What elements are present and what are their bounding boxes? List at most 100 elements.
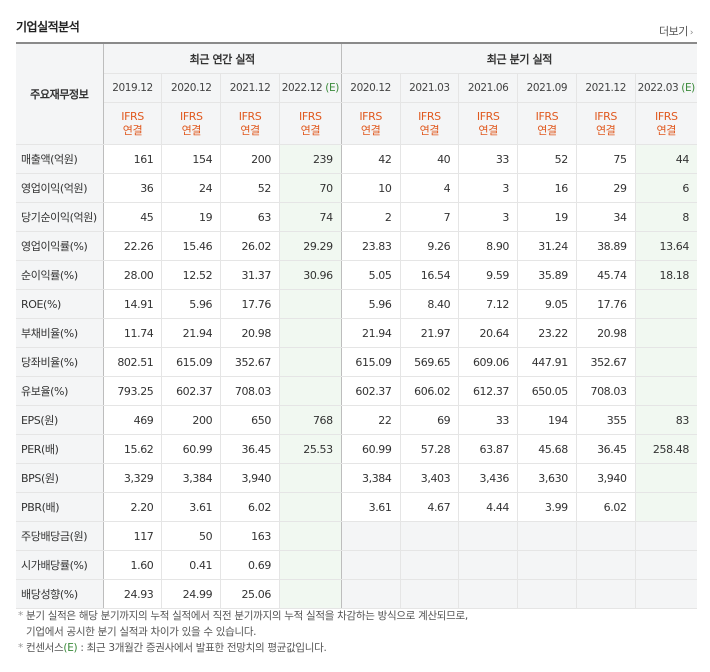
standard-ifrs: IFRS bbox=[299, 109, 322, 123]
table-row: PBR(배) 2.20 3.61 6.02 3.61 4.67 4.44 3.99 6.02 bbox=[16, 492, 697, 522]
quarter-value bbox=[635, 318, 697, 348]
financial-table: 주요재무정보 최근 연간 실적 최근 분기 실적 2019.12 2020.12 2… bbox=[16, 42, 697, 609]
annual-value: 19 bbox=[161, 202, 222, 232]
quarter-value: 6 bbox=[635, 173, 697, 203]
quarter-value bbox=[635, 550, 697, 580]
quarter-value: 21.97 bbox=[400, 318, 460, 348]
period-header: 2020.12 bbox=[341, 73, 401, 103]
annual-value: 12.52 bbox=[161, 260, 222, 290]
period-header: 2021.03 bbox=[400, 73, 460, 103]
accounting-standard: IFRS 연결 bbox=[279, 102, 342, 145]
quarter-value: 3 bbox=[458, 202, 519, 232]
quarter-value: 69 bbox=[400, 405, 460, 435]
annual-value: 52 bbox=[220, 173, 280, 203]
quarter-value: 31.24 bbox=[517, 231, 577, 261]
quarter-value: 20.64 bbox=[458, 318, 519, 348]
accounting-standard: IFRS 연결 bbox=[161, 102, 222, 145]
annual-value bbox=[279, 579, 342, 609]
row-label: 영업이익률(%) bbox=[16, 231, 104, 261]
annual-value: 602.37 bbox=[161, 376, 222, 406]
chevron-right-icon: › bbox=[689, 28, 694, 38]
table-row: 순이익률(%) 28.00 12.52 31.37 30.96 5.05 16.54 9.59… bbox=[16, 260, 697, 290]
standard-consolidated: 연결 bbox=[360, 123, 381, 137]
annual-value bbox=[279, 492, 342, 522]
group-annual-header: 최근 연간 실적 bbox=[103, 42, 342, 74]
annual-value: 24 bbox=[161, 173, 222, 203]
accounting-standard: IFRS 연결 bbox=[220, 102, 280, 145]
table-row: 배당성향(%) 24.93 24.99 25.06 bbox=[16, 579, 697, 609]
quarter-value: 5.05 bbox=[341, 260, 401, 290]
period-header: 2021.06 bbox=[458, 73, 519, 103]
annual-value bbox=[279, 376, 342, 406]
table-row: 매출액(억원) 161 154 200 239 42 40 33 52 75 44 bbox=[16, 144, 697, 174]
accounting-standard: IFRS 연결 bbox=[576, 102, 636, 145]
footnote: * 분기 실적은 해당 분기까지의 누적 실적에서 직전 분기까지의 누적 실적을… bbox=[18, 608, 468, 656]
annual-value: 708.03 bbox=[220, 376, 280, 406]
annual-value bbox=[279, 463, 342, 493]
section-title: 기업실적분석 bbox=[16, 20, 80, 34]
quarter-value: 8.40 bbox=[400, 289, 460, 319]
row-label: 부채비율(%) bbox=[16, 318, 104, 348]
annual-value: 70 bbox=[279, 173, 342, 203]
row-label: 당기순이익(억원) bbox=[16, 202, 104, 232]
standard-ifrs: IFRS bbox=[535, 109, 559, 123]
quarter-value: 16 bbox=[517, 173, 577, 203]
annual-value: 615.09 bbox=[161, 347, 222, 377]
more-link[interactable]: 더보기 › bbox=[659, 23, 694, 39]
period-header: 2019.12 bbox=[103, 73, 163, 103]
quarter-value: 44 bbox=[635, 144, 697, 174]
quarter-value: 258.48 bbox=[635, 434, 697, 464]
quarter-value bbox=[400, 579, 460, 609]
quarter-value: 45.74 bbox=[576, 260, 636, 290]
footnote-consensus: 컨센서스 bbox=[25, 642, 64, 654]
annual-value: 50 bbox=[161, 521, 222, 551]
quarter-value bbox=[517, 550, 577, 580]
footnote-line1: 분기 실적은 해당 분기까지의 누적 실적에서 직전 분기까지의 누적 실적을 … bbox=[25, 610, 468, 622]
standard-consolidated: 연결 bbox=[537, 123, 557, 137]
quarter-value: 606.02 bbox=[400, 376, 460, 406]
quarter-value: 18.18 bbox=[635, 260, 697, 290]
annual-value: 1.60 bbox=[103, 550, 163, 580]
quarter-value bbox=[341, 550, 401, 580]
quarter-value: 602.37 bbox=[341, 376, 401, 406]
annual-value: 768 bbox=[279, 405, 342, 435]
quarter-value: 20.98 bbox=[576, 318, 636, 348]
standard-consolidated: 연결 bbox=[181, 123, 202, 137]
annual-value: 20.98 bbox=[220, 318, 280, 348]
row-label: PER(배) bbox=[16, 434, 104, 464]
quarter-value bbox=[400, 550, 460, 580]
row-label: PBR(배) bbox=[16, 492, 104, 522]
annual-value: 3,329 bbox=[103, 463, 163, 493]
quarter-value: 9.05 bbox=[517, 289, 577, 319]
quarter-value bbox=[635, 521, 697, 551]
annual-value bbox=[279, 347, 342, 377]
standard-ifrs: IFRS bbox=[476, 109, 500, 123]
row-label: 매출액(억원) bbox=[16, 144, 104, 174]
annual-value: 29.29 bbox=[279, 231, 342, 261]
annual-value: 154 bbox=[161, 144, 222, 174]
annual-value: 60.99 bbox=[161, 434, 222, 464]
table-row: 영업이익(억원) 36 24 52 70 10 4 3 16 29 6 bbox=[16, 173, 697, 203]
quarter-value: 3.99 bbox=[517, 492, 577, 522]
accounting-standard: IFRS 연결 bbox=[341, 102, 401, 145]
table-row: 유보율(%) 793.25 602.37 708.03 602.37 606.02 612.… bbox=[16, 376, 697, 406]
standard-consolidated: 연결 bbox=[122, 123, 143, 137]
annual-value: 352.67 bbox=[220, 347, 280, 377]
quarter-value: 650.05 bbox=[517, 376, 577, 406]
accounting-standard: IFRS 연결 bbox=[517, 102, 577, 145]
period-header: 2022.12 (E) bbox=[279, 73, 342, 103]
quarter-value: 21.94 bbox=[341, 318, 401, 348]
quarter-value: 42 bbox=[341, 144, 401, 174]
quarter-value: 3,940 bbox=[576, 463, 636, 493]
row-label: EPS(원) bbox=[16, 405, 104, 435]
annual-value: 15.62 bbox=[103, 434, 163, 464]
standard-ifrs: IFRS bbox=[654, 109, 678, 123]
annual-value: 3,384 bbox=[161, 463, 222, 493]
standard-consolidated: 연결 bbox=[300, 123, 321, 137]
table-row: BPS(원) 3,329 3,384 3,940 3,384 3,403 3,436 3,63… bbox=[16, 463, 697, 493]
accounting-standard: IFRS 연결 bbox=[103, 102, 163, 145]
annual-value: 3.61 bbox=[161, 492, 222, 522]
row-header-label: 주요재무정보 bbox=[16, 42, 104, 145]
quarter-value: 447.91 bbox=[517, 347, 577, 377]
annual-value bbox=[279, 521, 342, 551]
